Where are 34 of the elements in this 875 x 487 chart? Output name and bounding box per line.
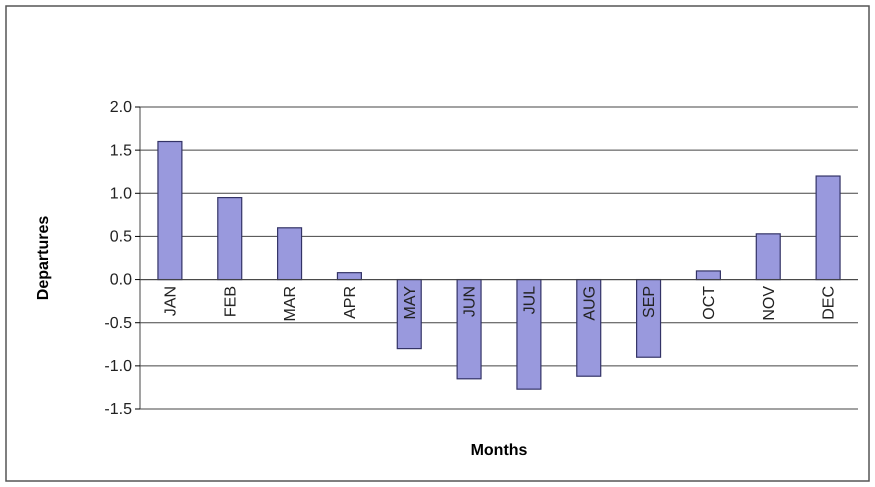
x-tick-label: FEB [222, 286, 240, 318]
bar [456, 278, 482, 380]
bar [396, 278, 422, 350]
y-tick-label: 1.0 [110, 185, 132, 202]
x-tick-label: JUN [462, 286, 479, 318]
bar [756, 233, 781, 280]
bar [336, 272, 362, 280]
y-tick-label: 1.5 [110, 142, 132, 160]
bar [816, 175, 841, 280]
x-tick-label: JAN [162, 286, 180, 316]
y-tick-label: 0.0 [110, 272, 132, 289]
bar [516, 278, 542, 390]
x-tick-label: AUG [581, 286, 598, 321]
bar [157, 140, 182, 280]
y-tick-label: -1.0 [104, 358, 132, 375]
x-tick-label: DEC [820, 286, 838, 320]
x-tick-label: MAR [282, 286, 300, 322]
y-tick-label: 0.5 [110, 228, 132, 246]
y-axis-title: Departures [35, 216, 52, 300]
y-tick-label: -1.5 [104, 401, 132, 418]
x-tick-label: MAY [402, 286, 419, 320]
bar [217, 197, 242, 280]
y-tick-label: -0.5 [104, 314, 132, 332]
y-tick-label: 2.0 [110, 99, 132, 116]
bar [277, 227, 302, 280]
x-tick-label: JUL [522, 286, 539, 314]
x-tick-label: OCT [701, 286, 718, 320]
x-tick-label: NOV [760, 286, 778, 321]
x-axis-title: Months [470, 442, 528, 459]
bar [576, 278, 602, 377]
x-tick-label: APR [342, 286, 360, 319]
x-tick-label: SEP [641, 286, 658, 318]
bar [696, 270, 721, 280]
bar [636, 278, 662, 358]
